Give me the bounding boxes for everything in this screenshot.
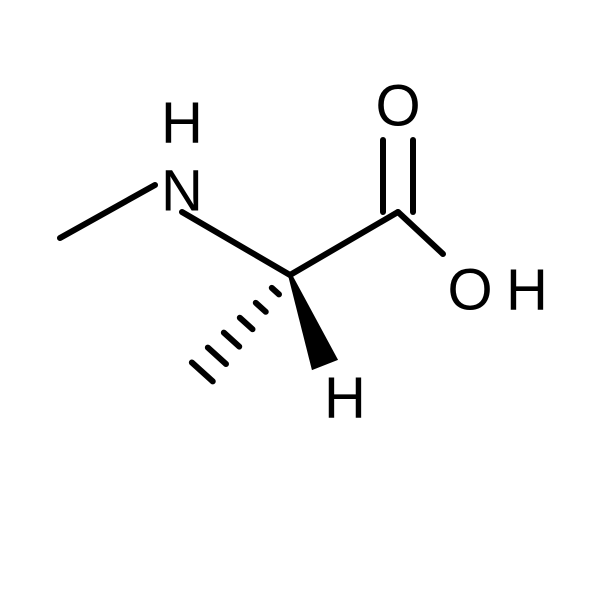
- atom-n: N: [161, 158, 203, 223]
- atom-h-stereo: H: [324, 365, 366, 430]
- bond-hash-ch3-1: [272, 288, 279, 295]
- bond-hash-ch3-4: [224, 333, 239, 347]
- bond-hash-ch3-5: [208, 348, 226, 364]
- bond-c-oh: [398, 212, 443, 254]
- bond-wedge-h: [288, 274, 338, 370]
- molecule-structure: HNOOHH: [0, 0, 600, 600]
- atom-h-amine: H: [161, 90, 203, 155]
- atom-h-hydroxyl: H: [506, 257, 548, 322]
- bond-hash-ch3-2: [256, 303, 266, 312]
- atom-o-hydroxyl: O: [447, 257, 492, 322]
- atom-o-carbonyl: O: [375, 73, 420, 138]
- bond-ch3-n: [60, 185, 155, 238]
- bond-chiral-cooh: [290, 212, 398, 275]
- bond-hash-ch3-6: [192, 362, 213, 381]
- bond-hash-ch3-3: [240, 318, 253, 329]
